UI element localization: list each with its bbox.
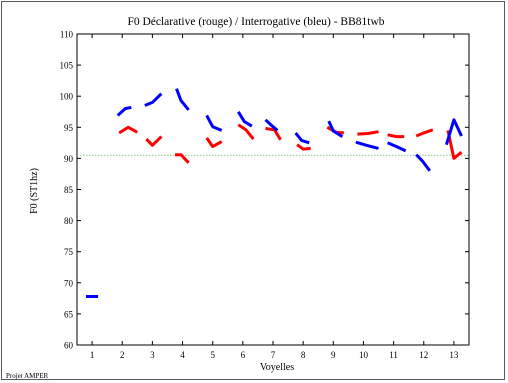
x-tick-label: 7	[271, 350, 276, 360]
series-segment	[387, 141, 407, 153]
series-segment	[205, 114, 223, 132]
x-tick-label: 3	[150, 350, 155, 360]
y-tick-label: 85	[64, 185, 74, 195]
x-tick-label: 11	[389, 350, 398, 360]
series-segment	[446, 130, 463, 160]
y-tick-label: 75	[64, 247, 74, 257]
series-segment	[294, 131, 310, 145]
series-segment	[327, 120, 344, 138]
x-tick-label: 4	[180, 350, 185, 360]
series-segment	[237, 111, 253, 128]
y-tick-label: 95	[64, 123, 74, 133]
series-segment	[175, 88, 190, 111]
x-tick-label: 5	[210, 350, 215, 360]
x-axis-label: Voyelles	[260, 362, 294, 373]
series-segment	[145, 135, 163, 147]
x-tick-label: 1	[90, 350, 95, 360]
y-tick-label: 70	[64, 278, 74, 288]
x-tick-label: 13	[449, 350, 459, 360]
series-segment	[265, 127, 282, 141]
series-segment	[415, 128, 434, 138]
x-tick-label: 12	[419, 350, 428, 360]
series-segment	[144, 92, 163, 107]
x-tick-label: 9	[331, 350, 336, 360]
y-tick-label: 110	[60, 30, 74, 40]
y-tick-label: 105	[60, 61, 74, 71]
series-segment	[264, 118, 279, 132]
series-segment	[444, 118, 463, 146]
y-tick-label: 65	[64, 309, 74, 319]
chart-title: F0 Déclarative (rouge) / Interrogative (…	[127, 16, 384, 28]
series-segment	[116, 105, 132, 117]
y-tick-label: 60	[64, 341, 74, 351]
series-segment	[237, 123, 255, 141]
y-tick-label: 100	[60, 92, 74, 102]
series-segment	[357, 130, 379, 136]
series-segment	[175, 153, 190, 164]
footer-credit: Projet AMPER	[6, 372, 49, 380]
series-group	[86, 88, 463, 298]
series-segment	[296, 143, 311, 151]
series-segment	[355, 140, 379, 150]
series-blue	[86, 88, 463, 298]
series-red	[118, 123, 463, 164]
x-tick-label: 8	[301, 350, 306, 360]
y-axis-label: F0 (ST1hz)	[29, 168, 40, 214]
x-tick-label: 10	[359, 350, 369, 360]
x-tick-label: 6	[241, 350, 246, 360]
x-tick-label: 2	[120, 350, 125, 360]
series-segment	[387, 133, 405, 139]
series-segment	[415, 153, 431, 172]
y-tick-label: 80	[64, 216, 74, 226]
plot-box	[76, 33, 470, 346]
series-segment	[205, 137, 223, 149]
series-segment	[118, 125, 139, 135]
y-tick-label: 90	[64, 154, 74, 164]
